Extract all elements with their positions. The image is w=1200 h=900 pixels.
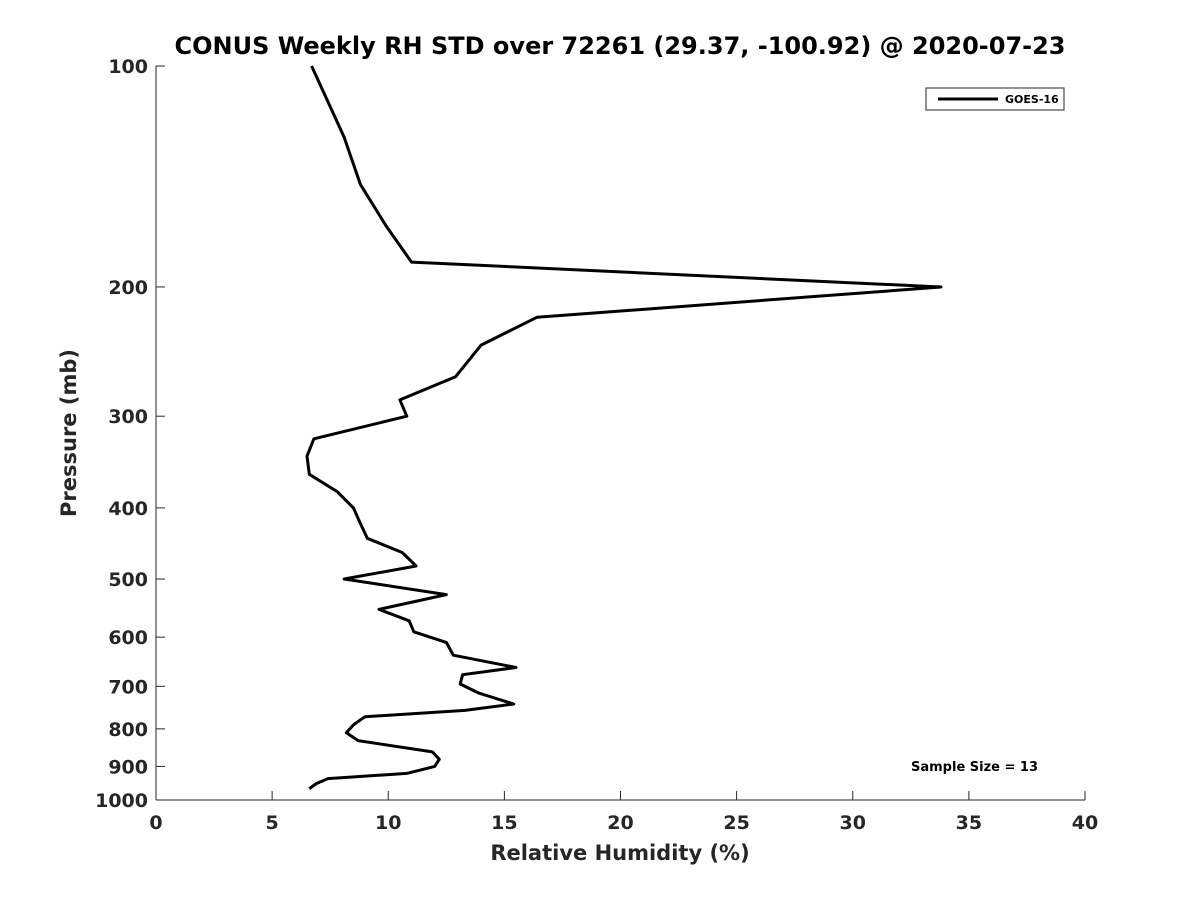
x-tick-label: 30 (840, 812, 866, 834)
series-layer (305, 65, 943, 790)
x-ticks: 0 5 10 15 20 25 30 35 40 (149, 791, 1098, 834)
y-tick-label: 900 (108, 756, 148, 778)
chart-title: CONUS Weekly RH STD over 72261 (29.37, -… (174, 32, 1065, 60)
y-tick-label: 700 (108, 676, 148, 698)
y-tick-label: 300 (108, 406, 148, 428)
x-tick-label: 25 (723, 812, 749, 834)
sample-size-annotation: Sample Size = 13 (911, 760, 1038, 775)
x-tick-label: 35 (956, 812, 982, 834)
y-tick-label: 100 (108, 56, 148, 78)
x-axis-label: Relative Humidity (%) (490, 841, 749, 865)
y-tick-label: 600 (108, 627, 148, 649)
legend: GOES-16 (925, 87, 1065, 111)
y-tick-label: 400 (108, 498, 148, 520)
y-tick-label: 200 (108, 277, 148, 299)
x-tick-label: 20 (607, 812, 633, 834)
axes (155, 66, 1085, 801)
y-tick-label: 1000 (95, 790, 148, 812)
x-tick-label: 5 (266, 812, 279, 834)
series-line-goes-16 (305, 65, 943, 790)
x-tick-label: 40 (1072, 812, 1098, 834)
y-tick-label: 500 (108, 569, 148, 591)
x-tick-label: 0 (149, 812, 162, 834)
y-ticks: 100 200 300 400 500 600 700 800 900 1000 (95, 56, 165, 812)
x-tick-label: 10 (375, 812, 401, 834)
x-tick-label: 15 (491, 812, 517, 834)
legend-label-goes-16: GOES-16 (1005, 93, 1059, 106)
y-tick-label: 800 (108, 719, 148, 741)
y-axis-label: Pressure (mb) (57, 349, 81, 517)
